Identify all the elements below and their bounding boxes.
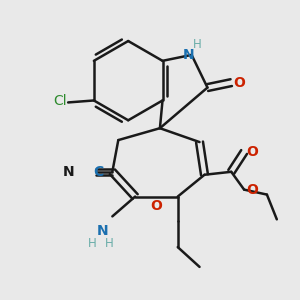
Text: O: O	[233, 76, 245, 90]
Text: C: C	[93, 165, 103, 179]
Text: Cl: Cl	[53, 94, 67, 109]
Text: N: N	[97, 224, 108, 238]
Text: O: O	[246, 183, 258, 196]
Text: N: N	[183, 48, 194, 62]
Text: H: H	[88, 237, 97, 250]
Text: H: H	[105, 237, 114, 250]
Text: O: O	[246, 145, 258, 159]
Text: H: H	[193, 38, 202, 52]
Text: O: O	[151, 200, 162, 214]
Text: N: N	[63, 165, 75, 179]
